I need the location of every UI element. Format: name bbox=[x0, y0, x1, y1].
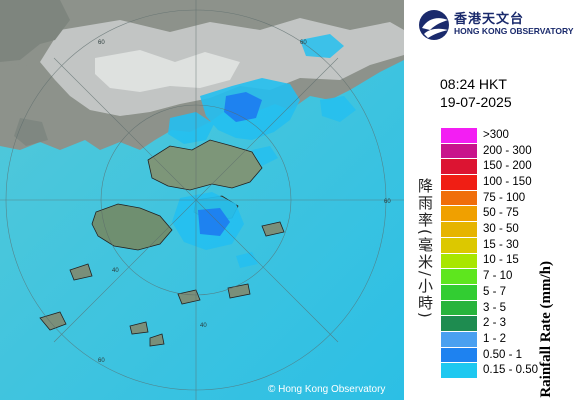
timestamp-time: 08:24 HKT bbox=[440, 76, 507, 92]
legend-swatch bbox=[441, 252, 477, 269]
legend-label: 100 - 150 bbox=[483, 175, 532, 188]
legend-label: 7 - 10 bbox=[483, 270, 513, 283]
range-label: 60 bbox=[384, 199, 391, 205]
legend-label: 10 - 15 bbox=[483, 254, 519, 267]
copyright-text: © Hong Kong Observatory bbox=[268, 384, 386, 395]
legend-swatch bbox=[441, 330, 477, 347]
timestamp-date: 19-07-2025 bbox=[440, 94, 512, 110]
org-name-zh: 香港天文台 bbox=[454, 12, 525, 27]
legend-swatch bbox=[441, 315, 477, 331]
legend-swatch bbox=[441, 127, 477, 143]
legend-swatch bbox=[441, 205, 477, 222]
legend-swatch bbox=[441, 268, 477, 284]
rain-echoes bbox=[168, 34, 356, 268]
legend-swatch bbox=[441, 346, 477, 363]
legend-swatch bbox=[441, 236, 477, 253]
legend-label: 0.15 - 0.50 bbox=[483, 364, 538, 377]
hko-logo-icon bbox=[419, 10, 449, 40]
org-name-en: HONG KONG OBSERVATORY bbox=[454, 26, 574, 36]
range-label: 60 bbox=[98, 358, 105, 364]
legend-swatch bbox=[441, 362, 477, 378]
legend-swatch bbox=[441, 221, 477, 237]
legend-swatch bbox=[441, 142, 477, 159]
range-label: 60 bbox=[300, 40, 307, 46]
legend-title-en: Rainfall Rate (mm/h) bbox=[538, 261, 554, 398]
legend-label: 1 - 2 bbox=[483, 332, 507, 345]
legend-panel: 香港天文台 HONG KONG OBSERVATORY 08:24 HKT 19… bbox=[404, 0, 577, 400]
legend-label: 150 - 200 bbox=[483, 160, 532, 173]
legend-label: 2 - 3 bbox=[483, 317, 507, 330]
range-label: 60 bbox=[98, 40, 105, 46]
rainfall-legend bbox=[441, 127, 477, 378]
range-label: 40 bbox=[112, 268, 119, 274]
legend-label: 200 - 300 bbox=[483, 144, 532, 157]
legend-label: 3 - 5 bbox=[483, 301, 507, 314]
legend-swatch bbox=[441, 174, 477, 190]
legend-label: >300 bbox=[483, 128, 509, 141]
legend-label: 50 - 75 bbox=[483, 207, 519, 220]
legend-label: 5 - 7 bbox=[483, 285, 507, 298]
legend-swatch bbox=[441, 189, 477, 206]
legend-swatch bbox=[441, 299, 477, 316]
legend-label: 0.50 - 1 bbox=[483, 348, 522, 361]
legend-title-zh: 降雨率(毫米/小時) bbox=[416, 178, 434, 320]
legend-label: 75 - 100 bbox=[483, 191, 526, 204]
legend-swatch bbox=[441, 283, 477, 300]
legend-label: 30 - 50 bbox=[483, 223, 519, 236]
range-label: 40 bbox=[200, 323, 207, 329]
range-labels: 60 60 60 60 40 40 bbox=[98, 40, 391, 364]
legend-label: 15 - 30 bbox=[483, 238, 519, 251]
radar-map: 60 60 60 60 40 40 bbox=[0, 0, 404, 400]
range-rings bbox=[0, 0, 404, 400]
legend-swatch bbox=[441, 158, 477, 175]
